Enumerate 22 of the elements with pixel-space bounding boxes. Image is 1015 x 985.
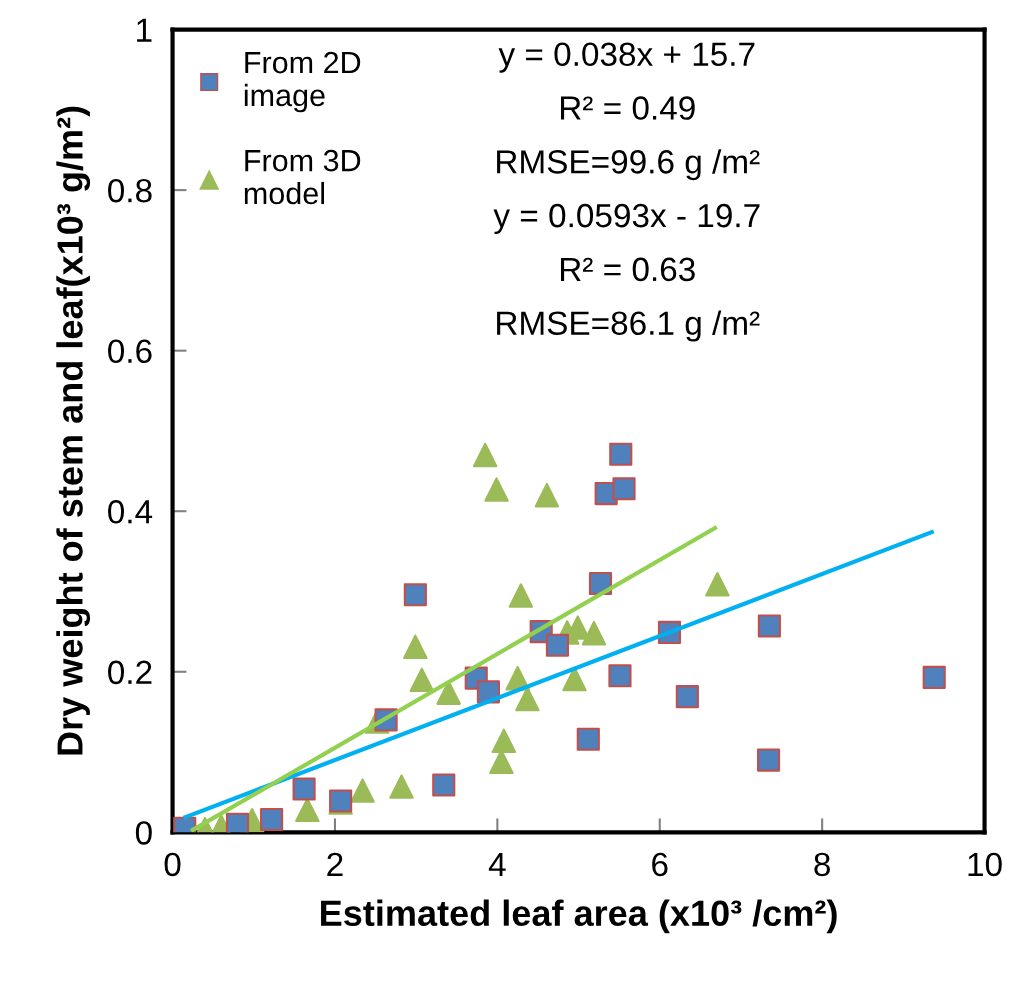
annotation: y = 0.038x + 15.7 (498, 42, 755, 73)
x-tick-label: 0 (164, 852, 181, 877)
x-tick-label: 2 (327, 852, 343, 876)
y-tick-label: 0.4 (108, 500, 153, 524)
y-tick-label: 0.8 (108, 178, 152, 203)
y-tick-label: 1 (137, 18, 152, 42)
x-axis-title: Estimated leaf area (x10³ /cm²) (321, 899, 837, 934)
legend-label: From 3D model (244, 149, 361, 205)
x-tick-label: 10 (968, 852, 1002, 877)
annotation: RMSE=86.1 g /m² (497, 310, 760, 342)
legend-label: From 2D image (244, 51, 361, 113)
y-tick-label: 0.6 (108, 339, 152, 364)
annotation: RMSE=99.6 g /m² (497, 149, 760, 181)
x-tick-label: 8 (814, 852, 830, 877)
annotation: R² = 0.49 (560, 96, 695, 120)
y-tick-label: 0 (135, 821, 152, 845)
y-axis-title: Dry weight of stem and leaf(x10³ g/m²) (56, 106, 91, 755)
x-tick-label: 6 (652, 852, 668, 877)
y-tick-label: 0.2 (108, 660, 152, 685)
annotation: y = 0.0593x - 19.7 (493, 203, 760, 235)
annotation: R² = 0.63 (560, 257, 695, 282)
x-tick-label: 4 (488, 852, 506, 876)
